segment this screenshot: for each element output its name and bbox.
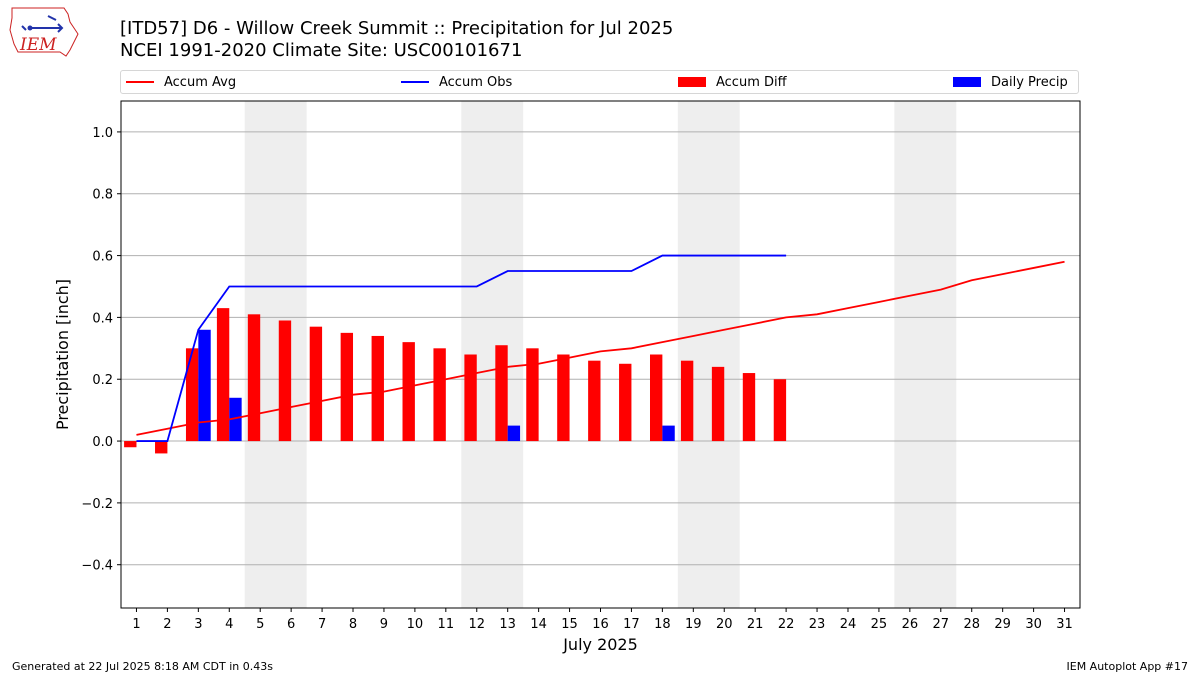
daily-precip-bar-day-18 [662,425,675,442]
legend-item-accum-diff: Accum Diff [678,71,787,93]
logo-text: IEM [19,35,57,55]
xtick-label-6: 6 [287,617,295,632]
generated-note: Generated at 22 Jul 2025 8:18 AM CDT in … [12,660,273,673]
accum-diff-bar-day-2 [155,441,168,454]
xtick-label-20: 20 [716,617,733,632]
accum-diff-bar-day-8 [340,332,354,442]
accum-obs-line [136,254,787,442]
accum-diff-bar-day-7 [309,326,323,442]
xtick-label-18: 18 [654,617,671,632]
legend-item-daily-precip: Daily Precip [953,71,1068,93]
app-note: IEM Autoplot App #17 [1066,660,1189,673]
chart-title: [ITD57] D6 - Willow Creek Summit :: Prec… [120,18,673,62]
xtick-label-3: 3 [194,617,202,632]
legend-swatch-accum-avg [126,81,154,83]
weekend-band-3 [894,101,957,608]
accum-diff-bar-day-15 [557,354,570,442]
accum-diff-bar-day-18 [649,354,663,442]
xtick-label-2: 2 [163,617,171,632]
legend-swatch-accum-diff [678,77,706,87]
xtick-label-4: 4 [225,617,233,632]
xtick-label-7: 7 [318,617,326,632]
xtick-label-10: 10 [407,617,424,632]
xtick-label-26: 26 [902,617,919,632]
xtick-label-8: 8 [349,617,357,632]
legend-item-accum-obs: Accum Obs [401,71,512,93]
accum-diff-bar-day-4 [216,308,230,442]
legend-label-daily-precip: Daily Precip [991,74,1068,90]
accum-diff-bar-day-1 [124,441,137,448]
xtick-label-23: 23 [809,617,826,632]
xtick-label-22: 22 [778,617,795,632]
xtick-label-29: 29 [994,617,1011,632]
ytick-label-2: 0.0 [92,435,113,450]
legend: Accum Avg Accum Obs Accum Diff Daily Pre… [120,70,1079,94]
title-line-1: [ITD57] D6 - Willow Creek Summit :: Prec… [120,18,674,39]
accum-diff-bar-day-20 [711,366,725,442]
accum-diff-bar-day-10 [402,342,415,442]
xtick-label-11: 11 [438,617,455,632]
legend-label-accum-obs: Accum Obs [439,74,513,90]
daily-precip-bar-day-13 [507,425,521,442]
legend-item-accum-avg: Accum Avg [126,71,236,93]
accum-diff-bar-day-13 [495,345,508,442]
ytick-label-7: 1.0 [92,126,113,141]
accum-diff-bar-day-9 [371,335,384,442]
xtick-label-21: 21 [747,617,764,632]
accum-diff-bar-day-16 [588,360,601,442]
ytick-label-4: 0.4 [92,311,113,326]
accum-diff-bar-day-17 [619,363,632,442]
accum-diff-bar-day-3 [185,348,199,442]
iem-logo: IEM [9,7,79,57]
xtick-label-15: 15 [561,617,578,632]
xtick-label-25: 25 [871,617,888,632]
weekend-band-2 [677,101,740,608]
ytick-label-0: −0.4 [81,559,113,574]
ytick-label-6: 0.8 [92,188,113,203]
xtick-label-16: 16 [592,617,609,632]
accum-diff-bar-day-12 [464,354,477,442]
ytick-label-3: 0.2 [92,373,113,388]
x-axis-label: July 2025 [562,635,638,654]
daily-precip-bar-day-3 [198,329,211,442]
title-line-2: NCEI 1991-2020 Climate Site: USC00101671 [120,40,523,61]
y-axis-label: Precipitation [inch] [53,279,72,430]
xtick-label-31: 31 [1056,617,1073,632]
xtick-label-1: 1 [132,617,140,632]
xtick-label-17: 17 [623,617,640,632]
legend-label-accum-avg: Accum Avg [164,74,237,90]
xtick-label-5: 5 [256,617,264,632]
xtick-label-19: 19 [685,617,702,632]
xtick-label-14: 14 [530,617,547,632]
accum-diff-bar-day-6 [278,320,292,442]
xtick-label-24: 24 [840,617,857,632]
accum-diff-bar-day-19 [680,360,694,442]
xtick-label-27: 27 [933,617,950,632]
legend-swatch-daily-precip [953,77,981,87]
accum-avg-line [136,260,1065,436]
accum-diff-bar-day-11 [433,348,446,442]
legend-swatch-accum-obs [401,81,429,83]
xtick-label-13: 13 [499,617,516,632]
daily-precip-bar-day-4 [229,397,242,442]
xtick-label-9: 9 [380,617,388,632]
legend-label-accum-diff: Accum Diff [716,74,787,90]
xtick-label-28: 28 [963,617,980,632]
accum-diff-bar-day-21 [742,373,756,442]
accum-diff-bar-day-5 [247,314,261,442]
xtick-label-30: 30 [1025,617,1042,632]
ytick-label-5: 0.6 [92,250,113,265]
xtick-label-12: 12 [468,617,485,632]
accum-diff-bar-day-22 [773,379,787,442]
ytick-label-1: −0.2 [81,497,113,512]
accum-diff-bar-day-14 [526,348,539,442]
